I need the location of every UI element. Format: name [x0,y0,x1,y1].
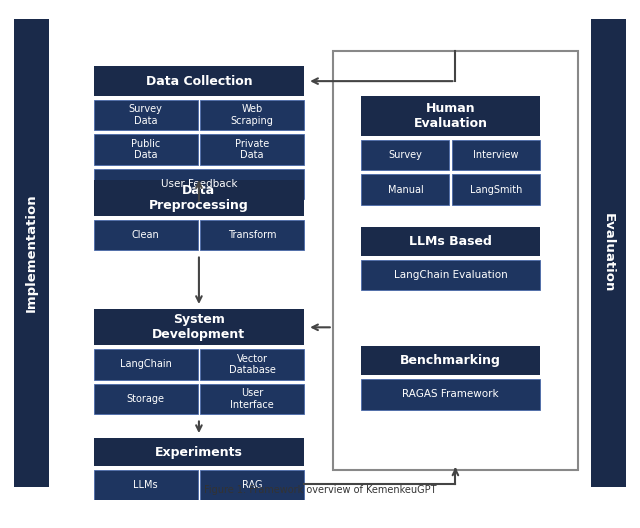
Text: Interview: Interview [473,150,518,160]
Text: User Feedback: User Feedback [161,179,237,189]
Bar [333,51,578,470]
Bar [94,504,198,528]
Bar [94,384,198,414]
Text: Public
Data: Public Data [131,139,161,161]
Text: Web
Scraping: Web Scraping [230,105,273,126]
Bar [94,470,198,500]
Text: Fine Tuning: Fine Tuning [225,514,280,524]
Bar [200,220,304,250]
Bar [452,140,540,171]
Bar [94,180,304,215]
Bar [94,66,304,96]
Bar [200,470,304,500]
Text: User
Interface: User Interface [230,388,274,410]
Text: Evaluation: Evaluation [602,213,615,293]
Bar [362,346,540,375]
Bar [94,169,304,199]
Bar [362,227,540,256]
Bar [362,174,449,205]
Bar [94,438,304,466]
Bar [452,174,540,205]
Text: LLMs: LLMs [133,480,158,490]
Bar [591,19,626,487]
Text: Human
Evaluation: Human Evaluation [413,102,488,130]
Text: LangChain Evaluation: LangChain Evaluation [394,270,508,280]
Bar [200,504,304,528]
Bar [200,100,304,130]
Bar [200,135,304,165]
Text: Data
Preprocessing: Data Preprocessing [149,184,249,212]
Bar [94,220,198,250]
Text: Experiments: Experiments [155,446,243,459]
Bar [14,19,49,487]
Text: LangSmith: LangSmith [470,184,522,194]
Bar [94,349,198,380]
Bar [362,96,540,136]
Text: Figure 1: Framework overview of KemenkeuGPT: Figure 1: Framework overview of Kemenkeu… [204,485,436,495]
Text: Data Collection: Data Collection [146,74,252,88]
Text: Prompt
Engineering: Prompt Engineering [116,508,175,528]
Bar [200,384,304,414]
Bar [94,100,198,130]
Text: Clean: Clean [132,230,159,240]
Bar [94,135,198,165]
Text: Transform: Transform [228,230,276,240]
Text: Vector
Database: Vector Database [228,354,276,375]
Text: Survey
Data: Survey Data [129,105,163,126]
Bar [362,260,540,290]
Bar [362,140,449,171]
Bar [94,309,304,345]
Bar [200,349,304,380]
Text: RAG: RAG [242,480,262,490]
Text: LLMs Based: LLMs Based [409,234,492,248]
Text: Survey: Survey [388,150,422,160]
Text: RAGAS Framework: RAGAS Framework [403,389,499,399]
Text: Benchmarking: Benchmarking [400,354,501,367]
Text: Implementation: Implementation [25,194,38,313]
Text: LangChain: LangChain [120,360,172,370]
Text: Private
Data: Private Data [235,139,269,161]
Bar [362,379,540,410]
Text: Storage: Storage [127,394,164,404]
Text: System
Development: System Development [152,313,246,341]
Text: Manual: Manual [387,184,423,194]
